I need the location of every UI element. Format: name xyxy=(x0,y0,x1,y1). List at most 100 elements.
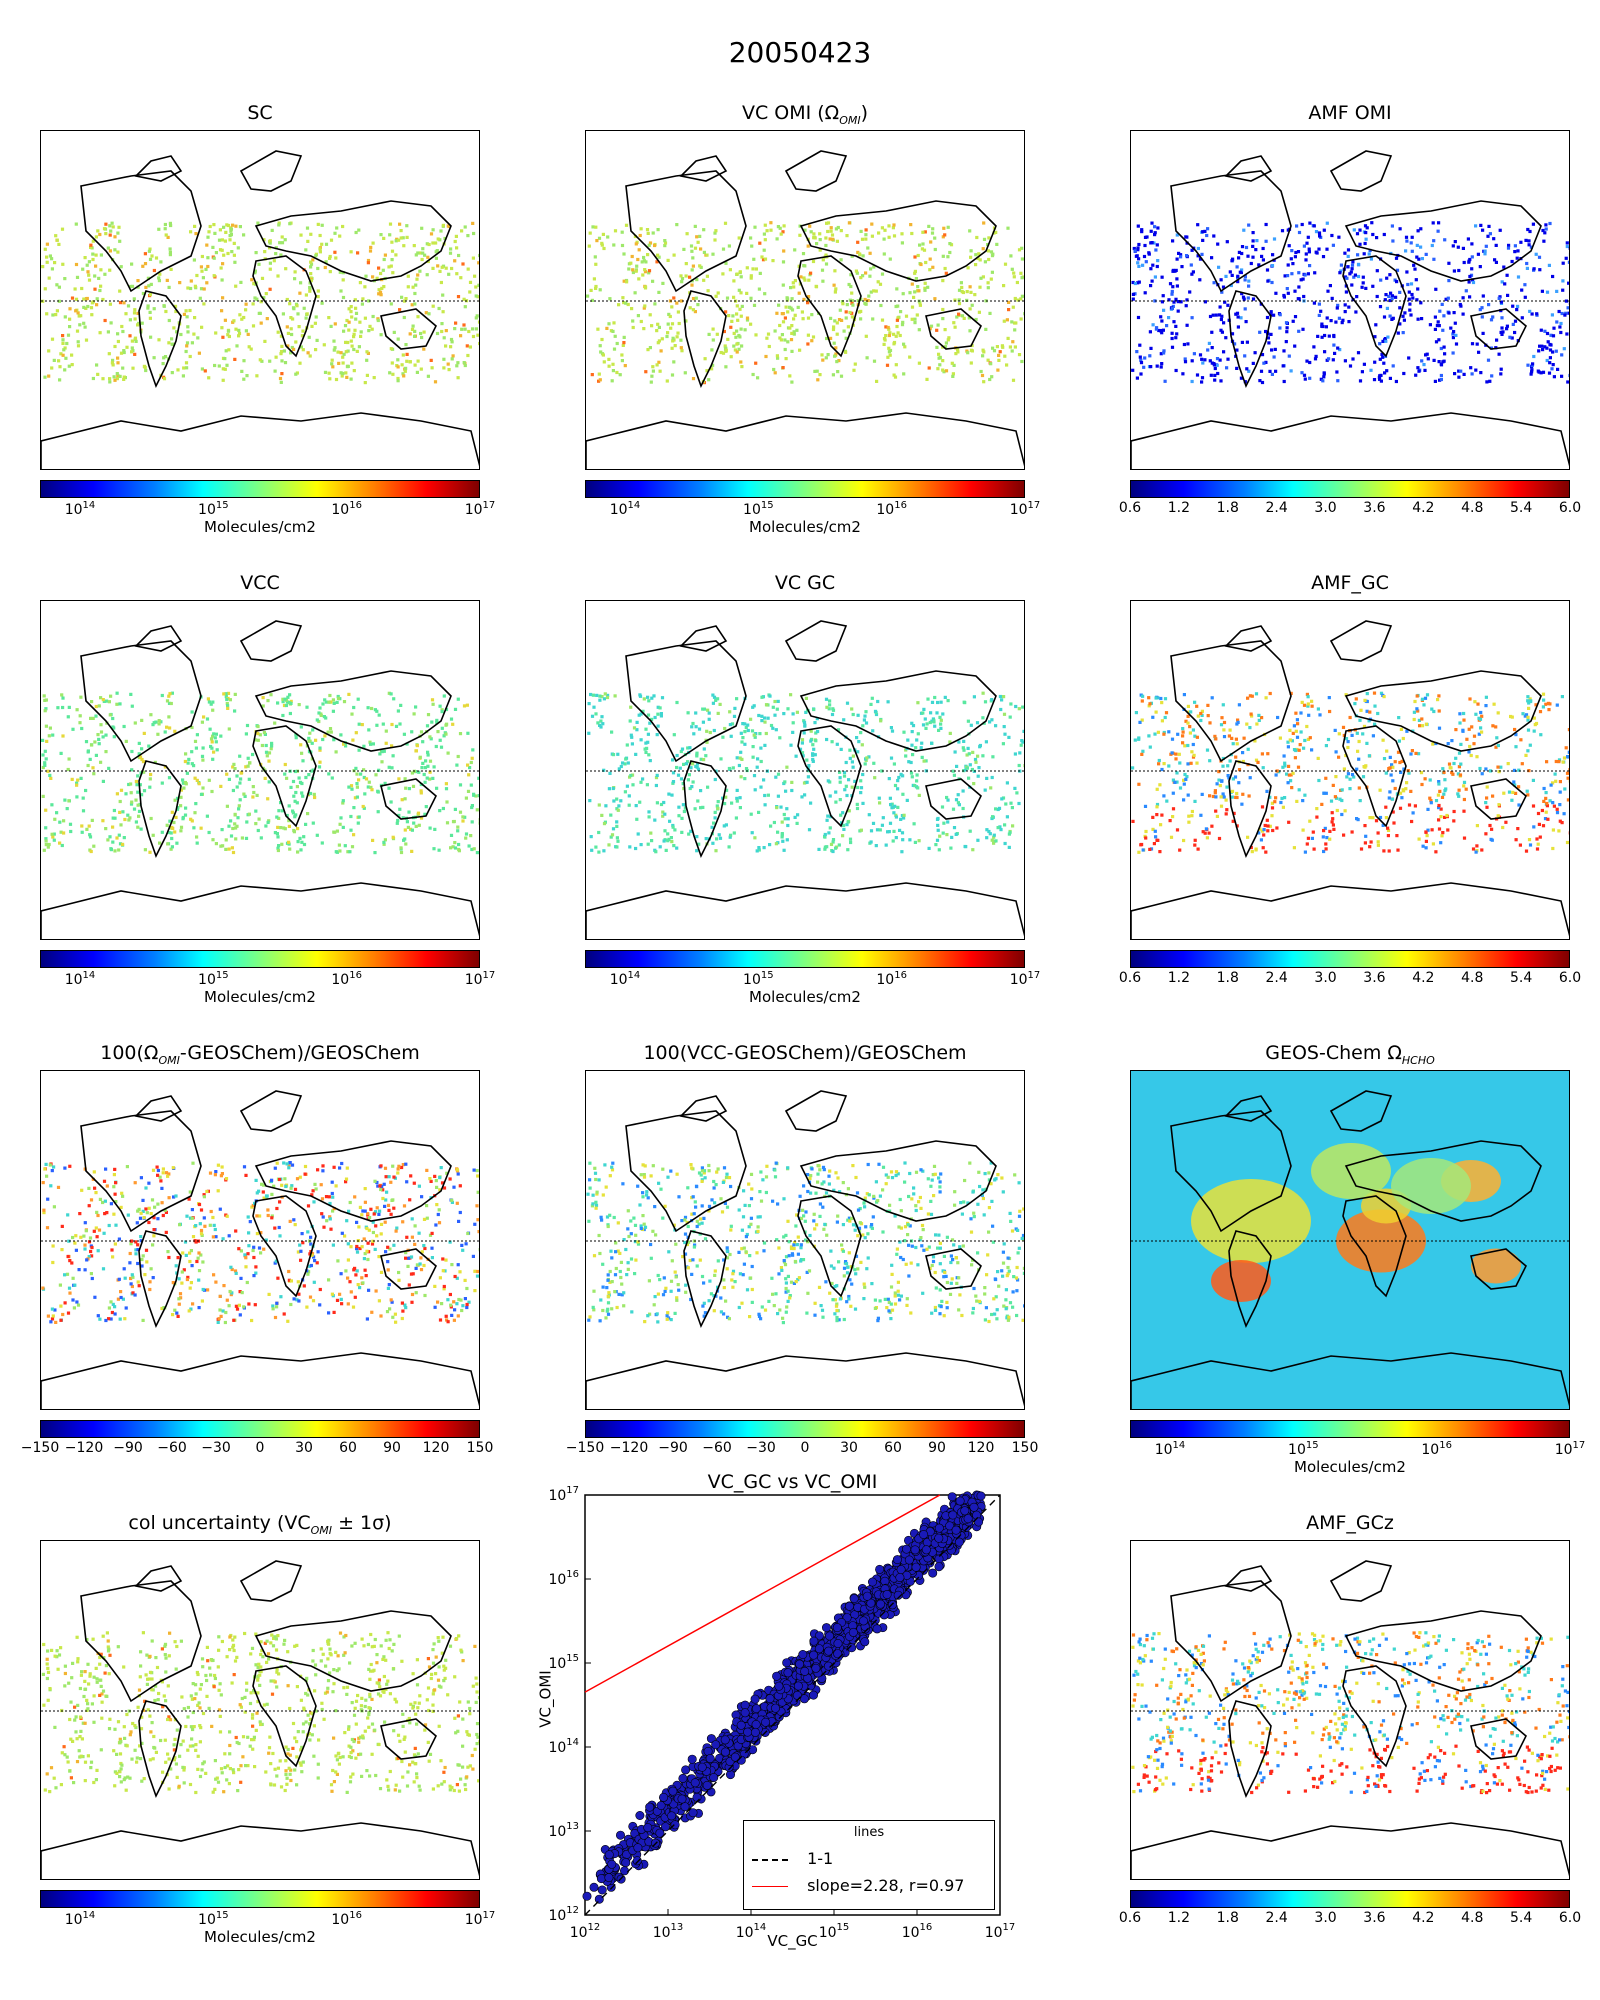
tick-base: 10 xyxy=(609,502,628,518)
map-plot-svg xyxy=(41,150,479,469)
model-hotspot xyxy=(1391,1158,1471,1214)
panel-title: 100(VCC-GEOSChem)/GEOSChem xyxy=(485,1042,1125,1064)
scatter-point xyxy=(793,1681,803,1691)
map-panel-pct-vcc: 100(VCC-GEOSChem)/GEOSChem −150 −120 −90 −60… xyxy=(566,1042,1039,1490)
colorbar-tick-label: 1017 xyxy=(465,970,496,988)
scatter-point xyxy=(919,1529,929,1539)
coastline-outline xyxy=(80,1580,202,1703)
tick-exponent: 15 xyxy=(760,500,774,511)
satellite-swaths xyxy=(41,221,479,385)
map-frame xyxy=(585,1070,1025,1410)
coastline-outline xyxy=(784,150,848,192)
colorbar-tick-label: 1015 xyxy=(198,500,229,518)
coastline-outline xyxy=(1224,625,1273,652)
panel-title-text: AMF_GC xyxy=(1311,572,1389,594)
coastline-outline xyxy=(252,1665,317,1768)
scatter-point xyxy=(668,1786,678,1796)
scatter-point xyxy=(711,1740,721,1750)
scatter-point xyxy=(771,1703,781,1713)
scatter-point xyxy=(604,1850,614,1860)
legend-swatch-red xyxy=(752,1886,788,1887)
scatter-ylabel: VC_OMI xyxy=(536,1670,555,1728)
colorbar-tick-label: 3.6 xyxy=(1363,970,1386,986)
colorbar-tick-label: 5.4 xyxy=(1509,500,1533,516)
colorbar xyxy=(1130,480,1570,498)
scatter-point xyxy=(645,1802,655,1812)
coastline-outline xyxy=(679,1095,728,1122)
scatter-point xyxy=(633,1843,643,1853)
map-panel-pct-omi: 100(ΩOMI-GEOSChem)/GEOSChem −150 −120 −90 −6… xyxy=(21,1042,494,1490)
scatter-point xyxy=(955,1496,965,1506)
colorbar-tick-label: 1.8 xyxy=(1216,1910,1239,1926)
satellite-swaths xyxy=(587,691,1024,854)
panel-title: AMF OMI xyxy=(1030,102,1600,124)
scatter-point xyxy=(921,1545,931,1555)
colorbar-tick-label: 4.2 xyxy=(1412,500,1435,516)
legend-entry-label: slope=2.28, r=0.97 xyxy=(807,1876,965,1895)
scatter-point xyxy=(635,1810,645,1820)
coastline-outline xyxy=(784,1090,848,1132)
map-panel-amf-gc: AMF_GC 0.6 1.2 1.8 2.4 3.0 3.6 4.2 4.8 5.4 6.0 xyxy=(1119,572,1581,1020)
colorbar-tick-label: −30 xyxy=(201,1440,231,1456)
scatter-point xyxy=(594,1894,604,1904)
tick-base: 10 xyxy=(198,502,216,518)
colorbar-tick-label: 3.0 xyxy=(1314,970,1337,986)
map-frame xyxy=(40,1540,480,1880)
colorbar-label: Molecules/cm2 xyxy=(749,518,861,536)
tick-base: 10 xyxy=(876,502,895,518)
scatter-point xyxy=(954,1537,964,1547)
colorbar-tick-label: 1015 xyxy=(198,1910,229,1928)
map-plot-svg xyxy=(586,150,1024,469)
scatter-point xyxy=(844,1601,854,1611)
scatter-xlabel: VC_GC xyxy=(767,1932,818,1950)
coastline-outline xyxy=(679,625,728,652)
scatter-point xyxy=(823,1661,833,1671)
scatter-point xyxy=(667,1811,677,1821)
scatter-point xyxy=(945,1521,955,1531)
colorbar-tick-label: 5.4 xyxy=(1509,970,1533,986)
scatter-point xyxy=(867,1577,877,1587)
tick-base: 10 xyxy=(1421,1442,1440,1458)
coastline-outline xyxy=(799,1140,997,1222)
map-plot-svg xyxy=(586,620,1024,939)
coastline-outline xyxy=(134,625,183,652)
tick-exponent: 15 xyxy=(215,500,229,511)
tick-exponent: 15 xyxy=(760,970,774,981)
colorbar xyxy=(40,480,480,498)
tick-exponent: 16 xyxy=(349,500,362,511)
colorbar-tick-label: 1017 xyxy=(465,500,496,518)
scatter-point xyxy=(782,1658,792,1668)
scatter-point xyxy=(960,1506,970,1516)
map-plot-svg xyxy=(1131,150,1569,469)
colorbar-tick-label: 1014 xyxy=(610,500,641,518)
tick-base: 10 xyxy=(1554,1442,1573,1458)
coastline-outline xyxy=(80,170,202,293)
colorbar-tick-label: 1017 xyxy=(1555,1440,1586,1458)
coastline-outline xyxy=(799,670,997,752)
panel-title-subscript: OMI xyxy=(839,113,861,127)
map-frame xyxy=(1130,1070,1570,1410)
scatter-point xyxy=(969,1502,979,1512)
colorbar-tick-label: 1014 xyxy=(65,1910,96,1928)
tick-exponent: 16 xyxy=(1439,1440,1452,1451)
scatter-point xyxy=(597,1885,607,1895)
colorbar-tick-label: 6.0 xyxy=(1558,970,1582,986)
scatter-point xyxy=(615,1830,625,1840)
coastline-outline xyxy=(1344,200,1542,282)
tick-base: 10 xyxy=(1009,972,1028,988)
panel-title-text: 100(Ω xyxy=(100,1042,159,1064)
coastline-outline xyxy=(586,412,1024,469)
colorbar-tick-label: 6.0 xyxy=(1558,500,1582,516)
satellite-swaths xyxy=(1131,691,1569,854)
panel-title: SC xyxy=(0,102,580,124)
map-panel-sc: SC 1014 1015 1016 1017 Molecules/cm2 xyxy=(40,102,495,550)
tick-exponent: 17 xyxy=(482,970,496,981)
scatter-point xyxy=(761,1717,771,1727)
colorbar-tick-label: 1015 xyxy=(198,970,229,988)
colorbar-tick-label: 60 xyxy=(884,1440,902,1456)
model-hotspot xyxy=(1336,1209,1426,1273)
scatter-point xyxy=(705,1753,715,1763)
scatter-point xyxy=(687,1754,697,1764)
coastline-outline xyxy=(1344,1610,1542,1692)
tick-base: 10 xyxy=(64,972,83,988)
